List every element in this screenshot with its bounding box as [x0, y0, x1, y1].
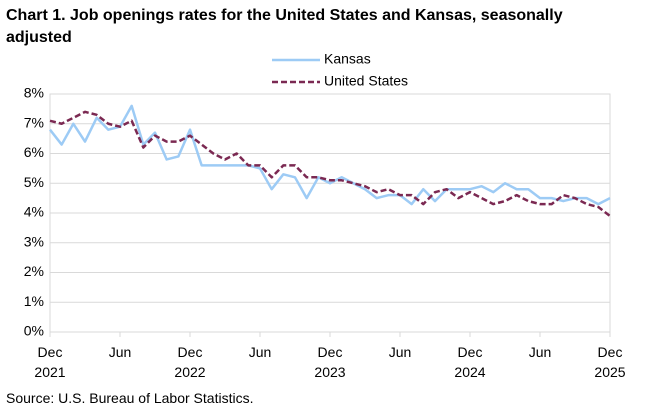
- y-tick-label: 5%: [24, 174, 44, 190]
- legend-label: Kansas: [324, 51, 371, 67]
- x-tick-label: Jun: [528, 344, 552, 360]
- x-tick-label: Dec 2023: [314, 344, 346, 380]
- y-tick-label: 8%: [24, 85, 44, 101]
- legend-label: United States: [324, 73, 408, 89]
- source-note: Source: U.S. Bureau of Labor Statistics.: [6, 390, 254, 406]
- y-tick-label: 7%: [24, 114, 44, 130]
- chart-title: Chart 1. Job openings rates for the Unit…: [6, 7, 563, 46]
- x-tick-label: Jun: [108, 344, 132, 360]
- y-tick-label: 2%: [24, 263, 44, 279]
- x-tick-label: Dec 2025: [594, 344, 626, 380]
- x-tick-label: Jun: [388, 344, 412, 360]
- y-tick-label: 6%: [24, 144, 44, 160]
- y-tick-label: 4%: [24, 204, 44, 220]
- series-line: [49, 110, 611, 217]
- y-tick-label: 0%: [24, 323, 44, 339]
- x-tick-label: Dec 2024: [454, 344, 486, 380]
- x-tick-label: Dec 2022: [174, 344, 206, 380]
- y-tick-label: 1%: [24, 293, 44, 309]
- y-tick-label: 3%: [24, 233, 44, 249]
- x-tick-label: Jun: [248, 344, 272, 360]
- x-tick-label: Dec 2021: [34, 344, 66, 380]
- series-line: [49, 104, 611, 206]
